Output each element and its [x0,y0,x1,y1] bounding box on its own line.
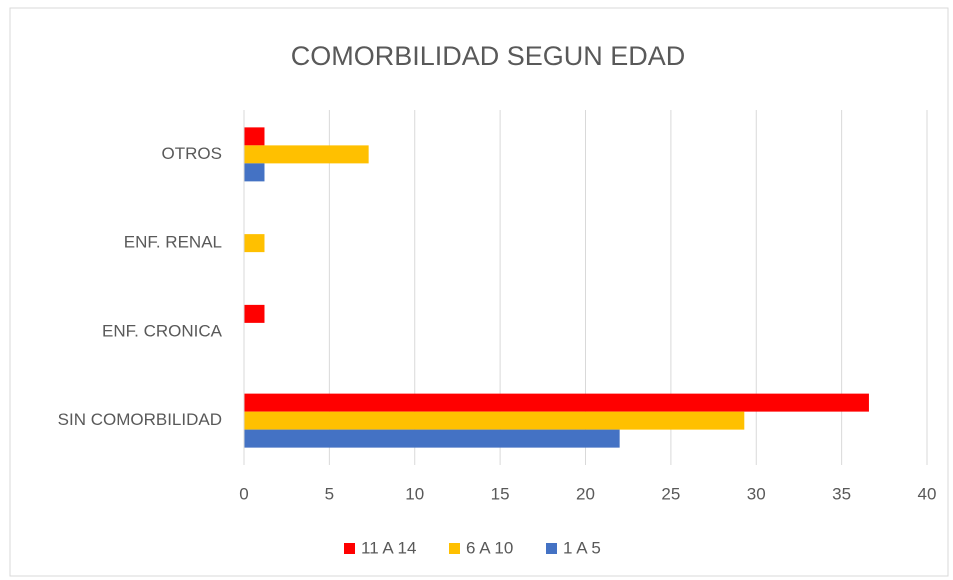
bar [244,411,745,430]
x-tick-label: 15 [491,484,510,503]
bar [244,163,265,182]
y-tick-label: ENF. CRONICA [102,321,223,340]
bar [244,145,369,164]
bar [244,304,265,323]
chart-frame [9,7,949,577]
x-tick-label: 35 [832,484,851,503]
legend-swatch [546,543,557,554]
chart-title: COMORBILIDAD SEGUN EDAD [291,41,686,71]
x-tick-label: 30 [747,484,766,503]
bar [244,393,869,412]
legend-label: 6 A 10 [466,538,513,557]
legend-swatch [449,543,460,554]
bar [244,127,265,146]
x-tick-label: 20 [576,484,595,503]
y-tick-label: ENF. RENAL [124,233,222,252]
y-tick-label: SIN COMORBILIDAD [58,410,222,429]
x-tick-label: 5 [325,484,334,503]
x-tick-label: 25 [661,484,680,503]
legend-swatch [344,543,355,554]
x-tick-label: 10 [405,484,424,503]
y-tick-label: OTROS [162,144,222,163]
bar [244,234,265,253]
legend-label: 1 A 5 [563,538,601,557]
x-tick-label: 40 [918,484,937,503]
x-tick-label: 0 [239,484,248,503]
legend-label: 11 A 14 [361,538,416,557]
bar [244,429,620,448]
